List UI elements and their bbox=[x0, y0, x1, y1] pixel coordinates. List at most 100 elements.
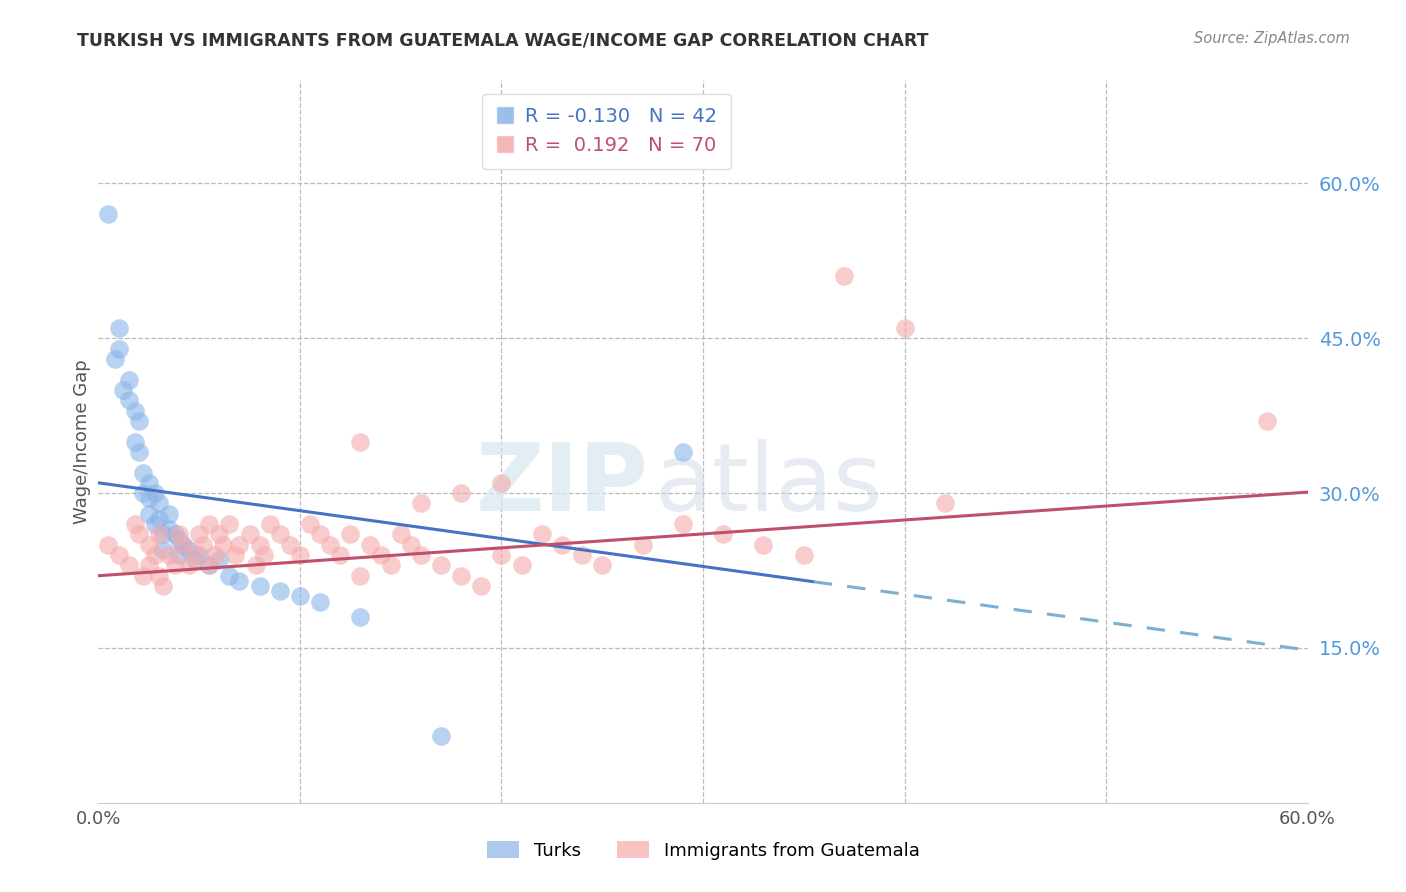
Point bbox=[752, 538, 775, 552]
Point bbox=[157, 522, 180, 536]
Point bbox=[157, 507, 180, 521]
Point bbox=[188, 527, 211, 541]
Point bbox=[138, 491, 160, 506]
Point bbox=[152, 527, 174, 541]
Point bbox=[138, 558, 160, 573]
Point bbox=[793, 548, 815, 562]
Point bbox=[309, 527, 332, 541]
Point bbox=[711, 527, 734, 541]
Text: ZIP: ZIP bbox=[475, 439, 648, 531]
Point bbox=[253, 548, 276, 562]
Point bbox=[124, 434, 146, 449]
Point bbox=[97, 207, 120, 221]
Point bbox=[157, 548, 180, 562]
Point bbox=[832, 269, 855, 284]
Point bbox=[259, 517, 281, 532]
Point bbox=[111, 383, 134, 397]
Point bbox=[450, 568, 472, 582]
Point bbox=[143, 486, 166, 500]
Point bbox=[132, 486, 155, 500]
Point bbox=[409, 548, 432, 562]
Point bbox=[128, 414, 150, 428]
Point bbox=[269, 527, 291, 541]
Point bbox=[118, 393, 141, 408]
Point bbox=[370, 548, 392, 562]
Point bbox=[179, 558, 201, 573]
Point bbox=[132, 466, 155, 480]
Point bbox=[167, 533, 190, 547]
Point bbox=[672, 517, 695, 532]
Point bbox=[551, 538, 574, 552]
Point bbox=[228, 574, 250, 588]
Point bbox=[389, 527, 412, 541]
Point bbox=[228, 538, 250, 552]
Point bbox=[128, 445, 150, 459]
Point bbox=[148, 568, 170, 582]
Point bbox=[218, 568, 240, 582]
Point bbox=[349, 434, 371, 449]
Point bbox=[167, 548, 190, 562]
Point bbox=[360, 538, 382, 552]
Point bbox=[163, 558, 186, 573]
Point bbox=[224, 548, 246, 562]
Point bbox=[167, 527, 190, 541]
Point bbox=[510, 558, 533, 573]
Point bbox=[148, 496, 170, 510]
Point bbox=[249, 538, 271, 552]
Point bbox=[198, 558, 221, 573]
Legend: R = -0.130   N = 42, R =  0.192   N = 70: R = -0.130 N = 42, R = 0.192 N = 70 bbox=[482, 94, 731, 169]
Point bbox=[179, 542, 201, 557]
Point bbox=[278, 538, 301, 552]
Point bbox=[143, 548, 166, 562]
Point bbox=[152, 542, 174, 557]
Point bbox=[107, 342, 129, 356]
Point bbox=[349, 568, 371, 582]
Point bbox=[269, 584, 291, 599]
Point bbox=[212, 538, 235, 552]
Point bbox=[143, 517, 166, 532]
Point bbox=[1256, 414, 1278, 428]
Point bbox=[163, 527, 186, 541]
Point bbox=[193, 538, 215, 552]
Point bbox=[97, 538, 120, 552]
Point bbox=[138, 475, 160, 490]
Point bbox=[198, 558, 221, 573]
Point bbox=[184, 548, 207, 562]
Point bbox=[893, 321, 915, 335]
Point bbox=[339, 527, 361, 541]
Point bbox=[430, 729, 453, 743]
Text: Source: ZipAtlas.com: Source: ZipAtlas.com bbox=[1194, 31, 1350, 46]
Text: TURKISH VS IMMIGRANTS FROM GUATEMALA WAGE/INCOME GAP CORRELATION CHART: TURKISH VS IMMIGRANTS FROM GUATEMALA WAG… bbox=[77, 31, 929, 49]
Point bbox=[934, 496, 956, 510]
Point bbox=[204, 548, 226, 562]
Point bbox=[172, 538, 194, 552]
Point bbox=[218, 517, 240, 532]
Point bbox=[124, 403, 146, 417]
Point bbox=[672, 445, 695, 459]
Point bbox=[288, 590, 311, 604]
Point bbox=[470, 579, 492, 593]
Point bbox=[152, 579, 174, 593]
Point bbox=[239, 527, 262, 541]
Point bbox=[138, 538, 160, 552]
Point bbox=[409, 496, 432, 510]
Point bbox=[124, 517, 146, 532]
Point bbox=[571, 548, 593, 562]
Point bbox=[148, 527, 170, 541]
Point bbox=[184, 553, 207, 567]
Point bbox=[491, 548, 513, 562]
Point bbox=[107, 548, 129, 562]
Point bbox=[450, 486, 472, 500]
Point bbox=[299, 517, 322, 532]
Point bbox=[430, 558, 453, 573]
Point bbox=[399, 538, 422, 552]
Point bbox=[118, 558, 141, 573]
Point bbox=[591, 558, 613, 573]
Point bbox=[245, 558, 267, 573]
Point bbox=[128, 527, 150, 541]
Point bbox=[107, 321, 129, 335]
Point bbox=[198, 517, 221, 532]
Point bbox=[631, 538, 654, 552]
Point bbox=[319, 538, 342, 552]
Point bbox=[349, 610, 371, 624]
